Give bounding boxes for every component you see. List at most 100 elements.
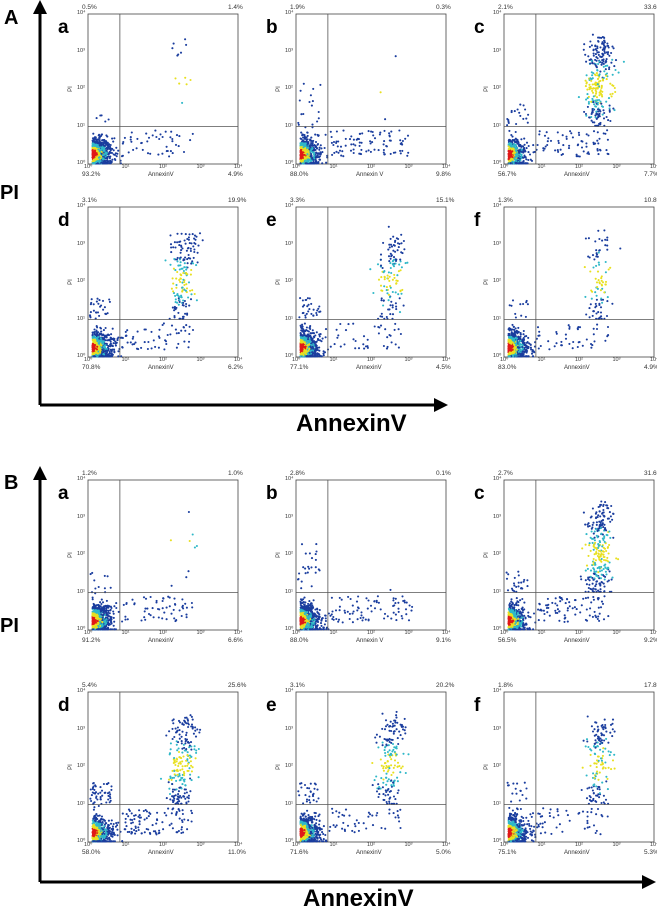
event-point bbox=[575, 155, 578, 158]
event-point bbox=[189, 273, 192, 276]
event-point bbox=[395, 258, 398, 261]
event-point bbox=[511, 135, 514, 138]
event-point bbox=[392, 244, 395, 247]
plot-frame bbox=[87, 13, 239, 165]
y-tick-label: 10² bbox=[77, 85, 85, 91]
event-point bbox=[312, 332, 316, 335]
y-tick-label: 10³ bbox=[285, 240, 293, 247]
event-point bbox=[169, 333, 172, 336]
event-point bbox=[406, 134, 410, 137]
event-point bbox=[339, 322, 342, 326]
event-point bbox=[587, 152, 591, 156]
event-point bbox=[598, 91, 601, 94]
event-point bbox=[392, 256, 396, 259]
event-point bbox=[195, 264, 198, 267]
event-point bbox=[317, 307, 320, 310]
event-point bbox=[179, 51, 183, 54]
event-point bbox=[305, 162, 308, 165]
event-point bbox=[172, 282, 175, 285]
event-point bbox=[392, 265, 396, 268]
event-point bbox=[89, 316, 92, 319]
event-point bbox=[307, 349, 310, 352]
event-point bbox=[396, 274, 399, 277]
event-point bbox=[115, 146, 118, 149]
event-point bbox=[379, 264, 383, 267]
event-point bbox=[315, 151, 318, 154]
event-point bbox=[300, 131, 303, 134]
event-point bbox=[518, 143, 521, 146]
event-point bbox=[141, 148, 144, 151]
event-point bbox=[392, 151, 395, 154]
event-point bbox=[514, 137, 517, 140]
event-point bbox=[191, 233, 194, 236]
event-point bbox=[174, 77, 177, 80]
event-point bbox=[170, 246, 173, 249]
y-tick-label: 10⁰ bbox=[493, 160, 502, 166]
panel-letter: d bbox=[58, 210, 70, 231]
event-point bbox=[193, 241, 196, 245]
event-point bbox=[95, 348, 99, 351]
event-point bbox=[161, 135, 164, 139]
event-point bbox=[391, 306, 394, 309]
event-point bbox=[513, 152, 516, 155]
event-point bbox=[173, 305, 176, 308]
event-point bbox=[94, 340, 97, 343]
event-point bbox=[185, 83, 188, 86]
event-point bbox=[605, 78, 608, 81]
event-point bbox=[126, 341, 129, 344]
event-point bbox=[603, 41, 606, 44]
event-point bbox=[400, 266, 403, 269]
event-point bbox=[333, 343, 336, 346]
event-point bbox=[373, 137, 377, 140]
event-point bbox=[393, 328, 396, 331]
event-point bbox=[390, 271, 393, 275]
event-point bbox=[587, 100, 590, 104]
event-point bbox=[193, 292, 196, 296]
event-point bbox=[608, 109, 611, 112]
event-point bbox=[533, 150, 536, 153]
event-point bbox=[592, 52, 595, 55]
event-point bbox=[99, 327, 103, 330]
event-point bbox=[311, 157, 314, 160]
event-point bbox=[106, 333, 109, 336]
event-point bbox=[571, 136, 574, 139]
event-point bbox=[106, 353, 109, 356]
event-point bbox=[310, 312, 313, 315]
event-point bbox=[91, 154, 94, 158]
event-point bbox=[340, 154, 343, 157]
event-point bbox=[523, 143, 526, 146]
event-point bbox=[391, 263, 394, 266]
x-tick-label: 10⁴ bbox=[234, 357, 243, 363]
event-point bbox=[358, 141, 361, 144]
event-point bbox=[155, 135, 158, 139]
event-point bbox=[169, 136, 172, 139]
event-point bbox=[522, 117, 525, 120]
event-point bbox=[99, 157, 102, 160]
event-point bbox=[527, 113, 530, 116]
event-point bbox=[597, 110, 600, 113]
event-point bbox=[595, 90, 598, 93]
panel-y-label: PI bbox=[483, 86, 490, 92]
quadrant-percent-ll: 77.1% bbox=[290, 364, 309, 371]
event-point bbox=[614, 90, 617, 94]
event-point bbox=[187, 346, 190, 349]
event-point bbox=[152, 339, 155, 342]
event-point bbox=[352, 322, 355, 325]
event-point bbox=[382, 299, 385, 302]
event-point bbox=[314, 343, 317, 346]
event-point bbox=[527, 336, 530, 339]
event-point bbox=[103, 141, 106, 144]
event-point bbox=[520, 148, 523, 151]
event-point bbox=[299, 154, 303, 157]
event-point bbox=[588, 88, 591, 91]
event-point bbox=[589, 77, 592, 80]
event-point bbox=[603, 50, 606, 53]
event-point bbox=[509, 145, 512, 148]
event-point bbox=[92, 152, 95, 155]
event-point bbox=[595, 112, 598, 115]
event-point bbox=[578, 155, 581, 158]
event-point bbox=[178, 258, 182, 261]
y-tick-label: 10¹ bbox=[77, 315, 85, 322]
event-point bbox=[608, 68, 611, 71]
event-point bbox=[330, 141, 333, 144]
